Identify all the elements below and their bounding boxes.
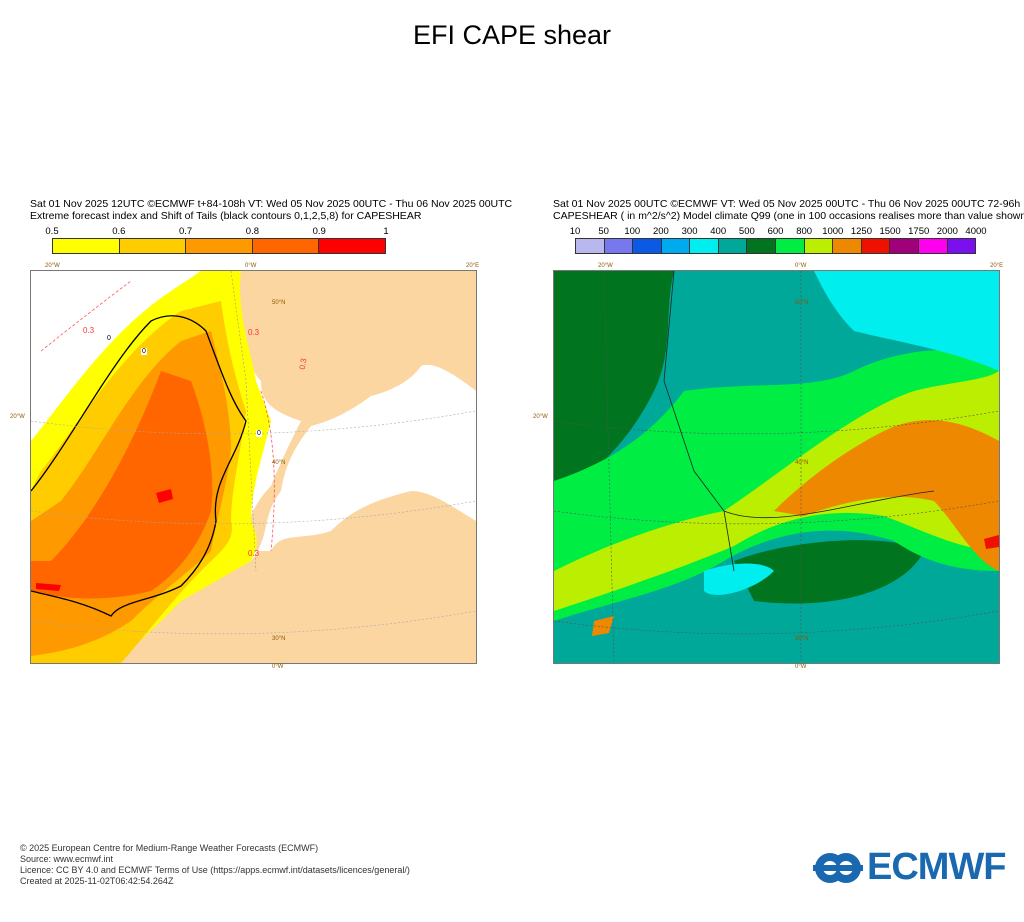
colorbar-tick-label: 2000	[936, 226, 958, 237]
colorbar-swatch	[918, 239, 948, 253]
left-colorbar	[52, 238, 386, 254]
right-grid-label: 50°N	[795, 300, 809, 306]
efi-contour-label: 0.3	[83, 326, 95, 335]
left-grid-label: 0°W	[272, 664, 284, 670]
colorbar-tick-label: 100	[624, 226, 641, 237]
colorbar-swatch	[861, 239, 891, 253]
colorbar-tick-label: 0.9	[312, 226, 326, 237]
efi-0.9	[36, 489, 173, 591]
left-grid-label: 20°W	[10, 414, 25, 420]
colorbar-swatch	[890, 239, 919, 253]
page-title: EFI CAPE shear	[412, 20, 612, 50]
left-grid-label: 30°N	[272, 636, 286, 642]
sot-contour	[31, 315, 247, 617]
right-header-line2: CAPESHEAR ( in m^2/s^2) Model climate Q9…	[553, 210, 1024, 222]
colorbar-swatch	[604, 239, 634, 253]
colorbar-swatch	[119, 239, 187, 253]
efi-contour-label: 0.3	[248, 549, 260, 558]
colorbar-tick-label: 0.7	[178, 226, 193, 237]
colorbar-swatch	[319, 239, 385, 253]
source: Source: www.ecmwf.int	[20, 854, 114, 864]
left-grid-label: 0°W	[245, 263, 257, 269]
colorbar-swatch	[690, 239, 719, 253]
colorbar-tick-label: 1250	[850, 226, 872, 237]
efi-contour-label: 0.3	[248, 328, 260, 337]
right-grid-label: 20°W	[533, 414, 548, 420]
colorbar-swatch	[186, 239, 253, 253]
right-colorbar	[575, 238, 976, 254]
colorbar-tick-label: 1500	[879, 226, 901, 237]
colorbar-tick-label: 1000	[822, 226, 844, 237]
colorbar-tick-label: 0.5	[45, 226, 59, 237]
colorbar-tick-label: 1750	[908, 226, 930, 237]
ecmwf-logo: ECMWF	[813, 846, 1007, 889]
colorbar-tick-label: 50	[598, 226, 609, 237]
right-legend-ticks: 10 50 100 200 300 400 500 600 800 1000 1250 1500 175…	[570, 226, 987, 238]
left-grid-label: 20°W	[45, 263, 60, 269]
colorbar-swatch	[804, 239, 834, 253]
field-1250	[592, 420, 999, 636]
colorbar-swatch	[718, 239, 748, 253]
right-grid-label: 0°W	[795, 664, 807, 670]
right-header: Sat 01 Nov 2025 00UTC ©ECMWF VT: Wed 05 …	[553, 198, 1024, 222]
left-grid-label: 40°N	[272, 460, 286, 466]
licence: Licence: CC BY 4.0 and ECMWF Terms of Us…	[20, 865, 410, 875]
created-at: Created at 2025-11-02T06:42:54.264Z	[20, 876, 174, 886]
colorbar-swatch	[661, 239, 691, 253]
colorbar-tick-label: 300	[681, 226, 698, 237]
colorbar-tick-label: 1	[383, 226, 389, 237]
colorbar-swatch	[633, 239, 662, 253]
field-300	[704, 271, 999, 595]
sot-contour-label: 0	[141, 348, 147, 355]
left-header-line1: Sat 01 Nov 2025 12UTC ©ECMWF t+84-108h V…	[30, 198, 513, 210]
colorbar-swatch	[747, 239, 777, 253]
land-europe	[31, 271, 476, 663]
colorbar-tick-label: 500	[738, 226, 755, 237]
ecmwf-logo-text: ECMWF	[867, 846, 1007, 888]
colorbar-tick-label: 200	[652, 226, 669, 237]
left-header-line2: Extreme forecast index and Shift of Tail…	[30, 210, 422, 222]
left-grid-label: 50°N	[272, 300, 286, 306]
copyright: © 2025 European Centre for Medium-Range …	[20, 843, 319, 853]
left-grid-label: 20°E	[466, 263, 480, 269]
colorbar-swatch	[252, 239, 320, 253]
colorbar-swatch	[576, 239, 605, 253]
sot-contour-label: 0	[256, 430, 262, 437]
right-map	[553, 270, 1000, 664]
left-legend-ticks: 0.5 0.6 0.7 0.8 0.9 1	[45, 226, 389, 238]
right-grid-label: 30°N	[795, 636, 809, 642]
colorbar-tick-label: 4000	[965, 226, 987, 237]
ecmwf-logo-icon	[813, 852, 863, 883]
left-header: Sat 01 Nov 2025 12UTC ©ECMWF t+84-108h V…	[30, 198, 512, 222]
colorbar-tick-label: 0.6	[112, 226, 126, 237]
colorbar-tick-label: 600	[767, 226, 784, 237]
colorbar-swatch	[53, 239, 120, 253]
colorbar-swatch	[776, 239, 805, 253]
right-grid-label: 40°N	[795, 460, 809, 466]
sot-contour-label: 0	[106, 335, 112, 342]
colorbar-tick-label: 800	[796, 226, 813, 237]
right-grid-label: 20°E	[990, 263, 1004, 269]
colorbar-tick-label: 10	[569, 226, 581, 237]
right-grid-label: 20°W	[598, 263, 613, 269]
colorbar-tick-label: 400	[710, 226, 727, 237]
footer: © 2025 European Centre for Medium-Range …	[20, 843, 410, 887]
right-header-line1: Sat 01 Nov 2025 00UTC ©ECMWF VT: Wed 05 …	[553, 198, 1021, 210]
field-1500	[984, 535, 999, 549]
efi-0.8	[31, 371, 213, 599]
colorbar-tick-label: 0.8	[245, 226, 259, 237]
right-grid-label: 0°W	[795, 263, 807, 269]
colorbar-swatch	[947, 239, 976, 253]
colorbar-swatch	[833, 239, 862, 253]
left-map	[30, 270, 477, 664]
